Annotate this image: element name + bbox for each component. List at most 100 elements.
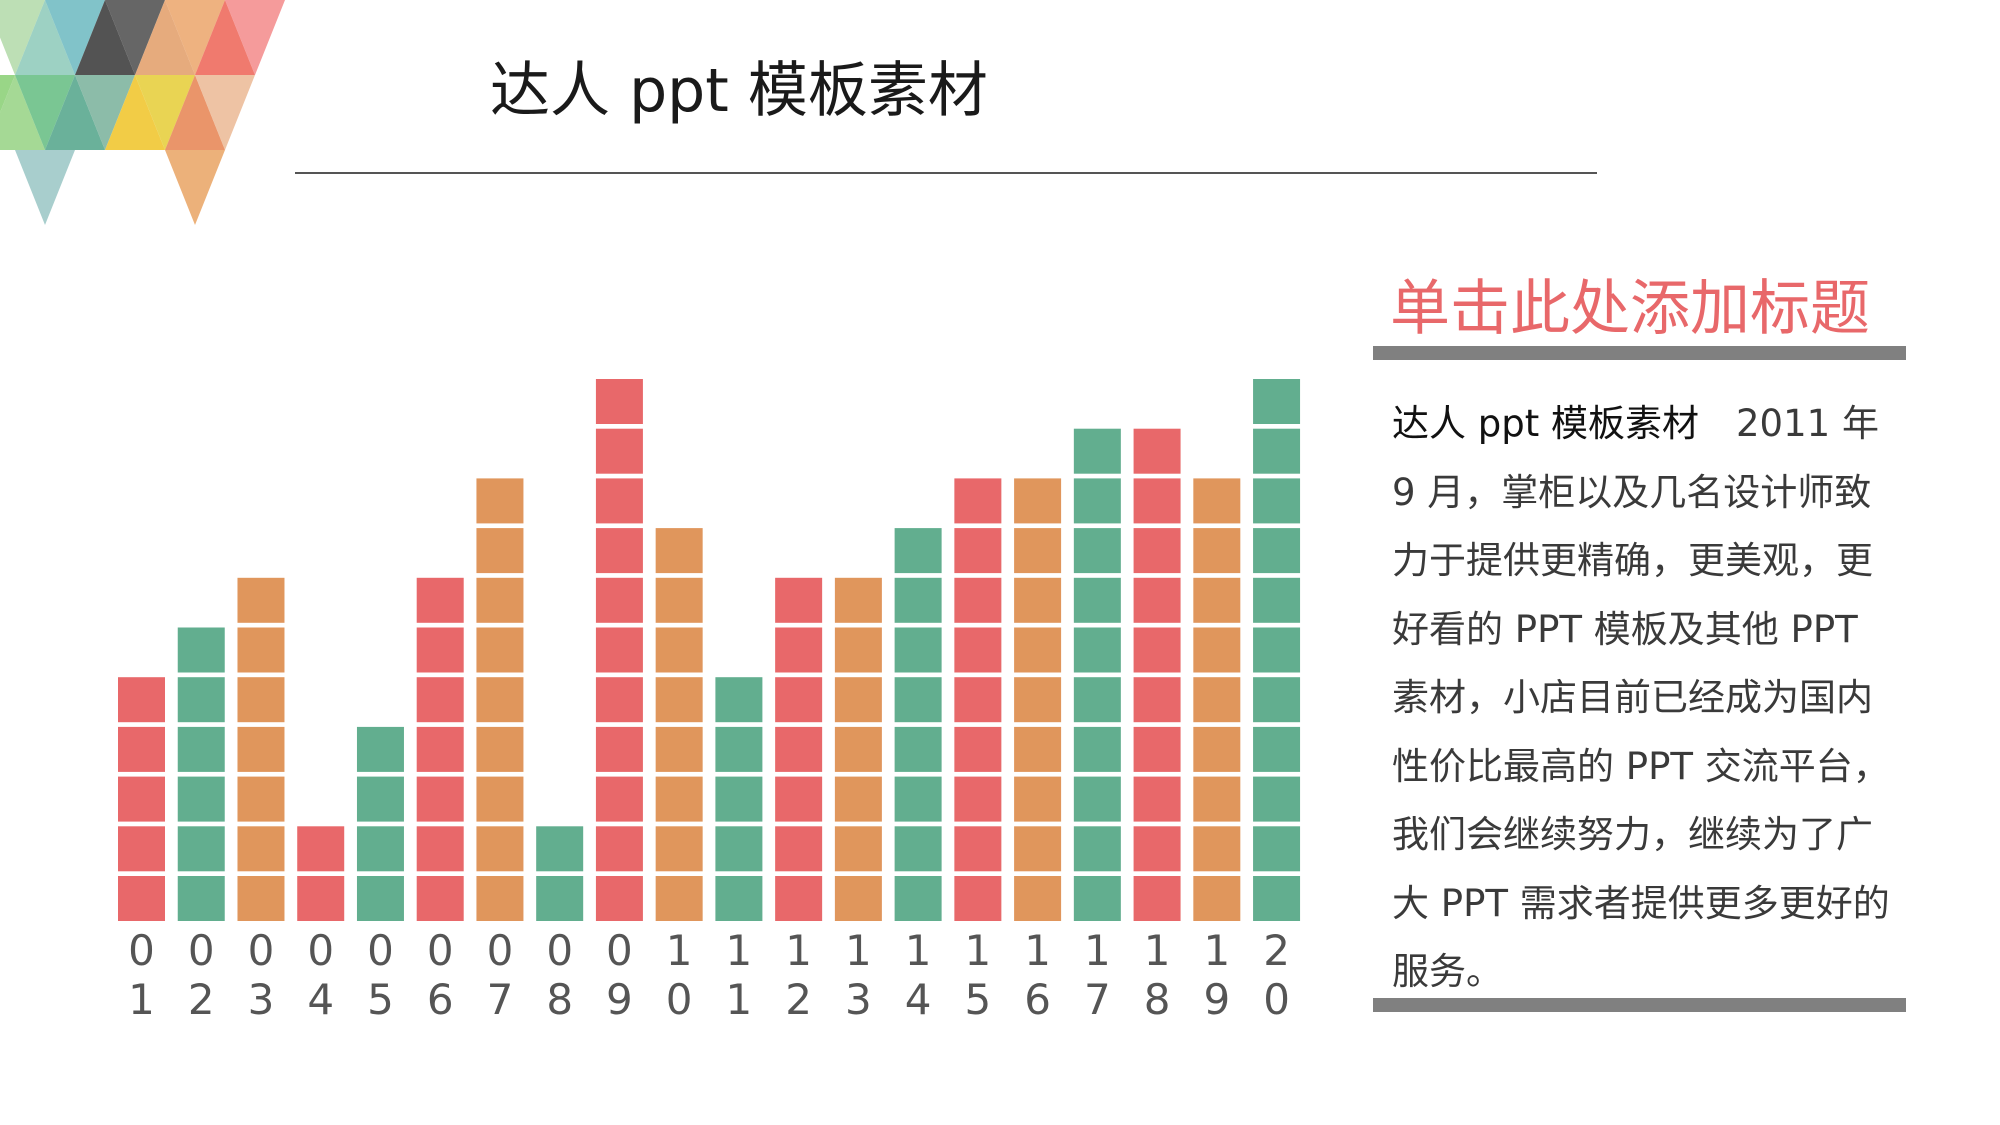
bar-16-block bbox=[1014, 726, 1062, 772]
bar-16 bbox=[1014, 478, 1062, 921]
bar-15-block bbox=[954, 876, 1002, 921]
stacked-block-bar-chart: 0 1 0 2 0 3 0 4 0 5 0 6 0 7 0 8 0 9 1 0 1 1 1 2 1 3 1 4 1 5 1 6 1 7 1 8 1 9 2 0 bbox=[118, 379, 1301, 1024]
bar-09-block bbox=[595, 876, 643, 921]
bar-18-block bbox=[1133, 627, 1181, 673]
bar-18-block bbox=[1133, 726, 1181, 772]
bar-13-block bbox=[834, 627, 882, 673]
bar-11-block bbox=[715, 776, 763, 822]
bar-14-block bbox=[894, 876, 942, 921]
bar-19-block bbox=[1193, 627, 1241, 673]
bar-12-block bbox=[775, 776, 823, 822]
bar-18-block bbox=[1133, 876, 1181, 921]
bar-10-block bbox=[655, 677, 703, 723]
bar-05-block bbox=[356, 726, 404, 772]
bar-04-block bbox=[297, 826, 345, 872]
bar-16-block bbox=[1014, 627, 1062, 673]
bar-06-block bbox=[416, 627, 464, 673]
bar-15-block bbox=[954, 726, 1002, 772]
bar-09-block bbox=[595, 826, 643, 872]
bar-13-block bbox=[834, 677, 882, 723]
bar-08-block bbox=[536, 826, 584, 872]
bar-20-block bbox=[1253, 826, 1301, 872]
sidebar-body: 达人 ppt 模板素材 2011 年 9 月，掌柜以及几名设计师致力于提供更精确… bbox=[1392, 390, 1902, 1007]
bar-17-block bbox=[1073, 726, 1121, 772]
bar-15-block bbox=[954, 627, 1002, 673]
bar-07-block bbox=[476, 876, 524, 921]
bar-01-block bbox=[118, 826, 165, 872]
bar-20-block bbox=[1253, 627, 1301, 673]
bar-03-block bbox=[237, 826, 285, 872]
sidebar-heading: 单击此处添加标题 bbox=[1390, 274, 1870, 344]
bar-10 bbox=[655, 528, 703, 921]
bar-01-block bbox=[118, 876, 165, 921]
bar-18-block bbox=[1133, 826, 1181, 872]
bar-10-block bbox=[655, 577, 703, 623]
bar-12 bbox=[775, 577, 823, 921]
bar-10-block bbox=[655, 627, 703, 673]
bar-19-block bbox=[1193, 478, 1241, 524]
bar-07-block bbox=[476, 776, 524, 822]
bar-14-block bbox=[894, 677, 942, 723]
bar-10-block bbox=[655, 776, 703, 822]
bar-15-block bbox=[954, 677, 1002, 723]
bar-16-block bbox=[1014, 577, 1062, 623]
bar-01-block bbox=[118, 776, 165, 822]
bar-20-block bbox=[1253, 379, 1301, 424]
bar-07-block bbox=[476, 726, 524, 772]
bar-02-block bbox=[177, 826, 225, 872]
bar-18-block bbox=[1133, 776, 1181, 822]
bar-09-block bbox=[595, 577, 643, 623]
bar-09-block bbox=[595, 428, 643, 474]
bar-18-block bbox=[1133, 528, 1181, 574]
bar-15-block bbox=[954, 826, 1002, 872]
bar-03-block bbox=[237, 577, 285, 623]
bar-19-block bbox=[1193, 577, 1241, 623]
bar-19-block bbox=[1193, 876, 1241, 921]
bar-09-block bbox=[595, 677, 643, 723]
bar-07-block bbox=[476, 627, 524, 673]
decorative-triangles bbox=[0, 0, 285, 225]
bar-03-block bbox=[237, 776, 285, 822]
sidebar-lead: 达人 ppt 模板素材 bbox=[1392, 402, 1700, 445]
bar-18-block bbox=[1133, 478, 1181, 524]
sidebar-paragraph: 2011 年 9 月，掌柜以及几名设计师致力于提供更精确，更美观，更好看的 PP… bbox=[1392, 402, 1890, 993]
bar-17-block bbox=[1073, 428, 1121, 474]
bar-07-block bbox=[476, 528, 524, 574]
bar-18-block bbox=[1133, 677, 1181, 723]
sidebar-bottom-divider bbox=[1373, 998, 1906, 1012]
bar-05-block bbox=[356, 776, 404, 822]
bar-09-block bbox=[595, 726, 643, 772]
bar-04-block bbox=[297, 876, 345, 921]
bar-11-block bbox=[715, 826, 763, 872]
bar-01 bbox=[118, 677, 165, 921]
bar-12-block bbox=[775, 627, 823, 673]
bar-06-block bbox=[416, 776, 464, 822]
bar-07-block bbox=[476, 478, 524, 524]
bar-06-block bbox=[416, 677, 464, 723]
bar-17-block bbox=[1073, 478, 1121, 524]
bar-20-block bbox=[1253, 876, 1301, 921]
bar-14 bbox=[894, 528, 942, 921]
bar-20-block bbox=[1253, 577, 1301, 623]
bar-16-block bbox=[1014, 876, 1062, 921]
bar-17-block bbox=[1073, 776, 1121, 822]
bar-17-block bbox=[1073, 677, 1121, 723]
bar-10-block bbox=[655, 826, 703, 872]
bar-17 bbox=[1073, 428, 1121, 921]
bar-20-block bbox=[1253, 528, 1301, 574]
bar-17-block bbox=[1073, 577, 1121, 623]
bar-13-block bbox=[834, 577, 882, 623]
bar-13-block bbox=[834, 726, 882, 772]
bar-07-block bbox=[476, 826, 524, 872]
